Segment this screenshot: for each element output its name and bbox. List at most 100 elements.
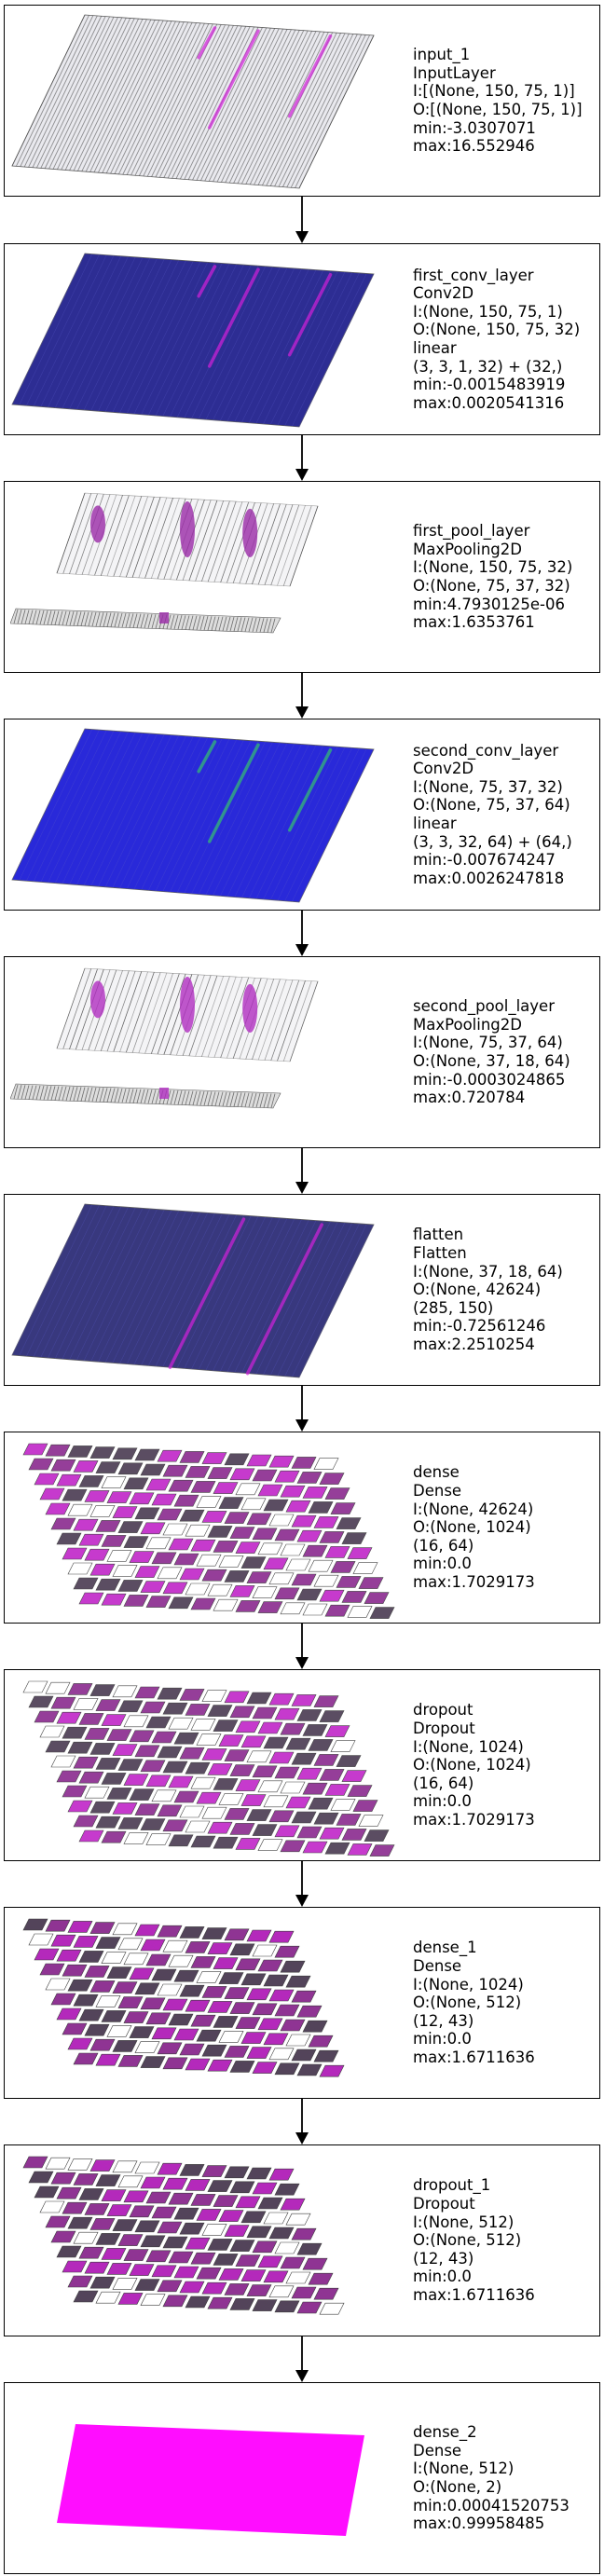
layer-box-dense-1: dense_1 Dense I:(None, 1024) O:(None, 512)(… xyxy=(4,1907,600,2099)
layer-type: Dropout xyxy=(413,2195,475,2213)
layer-detail: min:-0.0015483919 xyxy=(413,376,566,394)
flow-arrow xyxy=(295,435,309,481)
layer-detail: I:(None, 37, 18, 64) xyxy=(413,1262,563,1281)
layer-detail: max:0.99958485 xyxy=(413,2514,545,2533)
layer-detail: max:0.720784 xyxy=(413,1089,526,1107)
flow-arrow xyxy=(295,911,309,956)
layer-type: Dense xyxy=(413,1957,462,1976)
layer-box-second-conv-layer: second_conv_layer Conv2D I:(None, 75, 37, … xyxy=(4,719,600,911)
layer-name: dropout_1 xyxy=(413,2176,491,2195)
layer-detail: O:(None, 75, 37, 64) xyxy=(413,796,570,815)
flow-arrow xyxy=(295,197,309,243)
layer-name: first_pool_layer xyxy=(413,522,530,541)
layer-type: Dense xyxy=(413,1482,462,1500)
layer-detail: max:1.7029173 xyxy=(413,1810,535,1829)
layer-info: first_pool_layer MaxPooling2D I:(None, 150… xyxy=(413,482,597,672)
flow-arrow xyxy=(295,1861,309,1907)
layer-info: flatten Flatten I:(None, 37, 18, 64) O:(Non… xyxy=(413,1195,597,1385)
layer-box-dense: dense Dense I:(None, 42624) O:(None, 1024)(… xyxy=(4,1432,600,1624)
layer-detail: (12, 43) xyxy=(413,2249,474,2268)
layer-detail: O:(None, 75, 37, 32) xyxy=(413,577,570,595)
flow-arrow xyxy=(295,673,309,719)
layer-name: dense_2 xyxy=(413,2423,477,2442)
layer-detail: O:(None, 150, 75, 32) xyxy=(413,321,581,339)
layer-info: input_1 InputLayer I:[(None, 150, 75, 1)] O… xyxy=(413,6,597,196)
layer-box-dense-2: dense_2 Dense I:(None, 512) O:(None, 2) min:… xyxy=(4,2382,600,2574)
layer-detail: I:(None, 42624) xyxy=(413,1500,534,1518)
layer-type: Conv2D xyxy=(413,760,474,778)
layer-detail: max:0.0020541316 xyxy=(413,393,565,412)
feature-map-visual xyxy=(11,253,375,428)
layer-name: second_pool_layer xyxy=(413,997,555,1016)
layer-visualization xyxy=(22,1918,345,2077)
layer-visualization xyxy=(11,253,375,428)
layer-detail: max:2.2510254 xyxy=(413,1335,535,1353)
layer-name: dense xyxy=(413,1463,460,1482)
flow-arrow xyxy=(295,2099,309,2144)
layer-detail: (12, 43) xyxy=(413,2011,474,2030)
feature-map-visual xyxy=(10,967,319,1109)
layer-detail: linear xyxy=(413,815,457,832)
layer-detail: O:(None, 1024) xyxy=(413,1518,531,1537)
layer-detail: (3, 3, 32, 64) + (64,) xyxy=(413,832,572,851)
feature-map-visual xyxy=(57,2424,364,2536)
layer-detail: O:(None, 1024) xyxy=(413,1756,531,1774)
layer-detail: O:[(None, 150, 75, 1)] xyxy=(413,101,583,118)
layer-detail: min:-0.007674247 xyxy=(413,851,556,870)
layer-type: Dropout xyxy=(413,1720,475,1738)
layer-name: input_1 xyxy=(413,46,471,64)
layer-detail: I:(None, 512) xyxy=(413,2460,515,2478)
layer-detail: I:[(None, 150, 75, 1)] xyxy=(413,82,575,101)
layer-type: Flatten xyxy=(413,1244,467,1263)
layer-detail: O:(None, 512) xyxy=(413,1994,522,2012)
layer-detail: I:(None, 512) xyxy=(413,2213,515,2231)
layer-visualization xyxy=(11,1203,375,1378)
layer-box-first-conv-layer: first_conv_layer Conv2D I:(None, 150, 75, … xyxy=(4,243,600,435)
feature-map-visual xyxy=(22,1680,395,1857)
layer-type: MaxPooling2D xyxy=(413,1015,522,1034)
layer-detail: I:(None, 1024) xyxy=(413,1737,524,1756)
layer-detail: (285, 150) xyxy=(413,1298,494,1317)
layer-type: InputLayer xyxy=(413,63,496,82)
layer-visualization xyxy=(22,1443,395,1619)
layer-box-flatten: flatten Flatten I:(None, 37, 18, 64) O:(Non… xyxy=(4,1194,600,1386)
layer-detail: min:0.0 xyxy=(413,2268,472,2286)
layer-detail: I:(None, 1024) xyxy=(413,1975,524,1994)
layer-info: dropout_1 Dropout I:(None, 512) O:(None, 51… xyxy=(413,2145,597,2336)
layer-detail: max:1.6353761 xyxy=(413,613,535,632)
layer-detail: O:(None, 512) xyxy=(413,2231,522,2250)
layer-detail: min:0.00041520753 xyxy=(413,2496,570,2514)
layer-detail: max:1.7029173 xyxy=(413,1572,535,1591)
layer-detail: (3, 3, 1, 32) + (32,) xyxy=(413,357,563,376)
feature-map-visual xyxy=(10,492,319,634)
layer-detail: min:-0.0003024865 xyxy=(413,1070,566,1089)
layer-visualization xyxy=(10,492,319,634)
layer-detail: min:-0.72561246 xyxy=(413,1317,546,1336)
layer-info: dropout Dropout I:(None, 1024) O:(None, 102… xyxy=(413,1670,597,1860)
layer-detail: min:0.0 xyxy=(413,2030,472,2048)
layer-detail: (16, 64) xyxy=(413,1774,474,1792)
flow-arrow xyxy=(295,1386,309,1432)
layer-box-input-1: input_1 InputLayer I:[(None, 150, 75, 1)] O… xyxy=(4,5,600,197)
layer-detail: min:0.0 xyxy=(413,1555,472,1573)
feature-map-visual xyxy=(22,2156,345,2315)
layer-detail: I:(None, 150, 75, 1) xyxy=(413,302,563,321)
layer-detail: min:4.7930125e-06 xyxy=(413,595,566,613)
layer-visualization xyxy=(22,2156,345,2315)
flow-arrow xyxy=(295,2336,309,2382)
layer-info: dense_2 Dense I:(None, 512) O:(None, 2) min:… xyxy=(413,2383,597,2573)
layer-info: first_conv_layer Conv2D I:(None, 150, 75, … xyxy=(413,244,597,434)
feature-map-visual xyxy=(22,1918,345,2077)
layer-detail: (16, 64) xyxy=(413,1536,474,1555)
layer-detail: O:(None, 2) xyxy=(413,2478,502,2496)
layer-detail: min:-3.0307071 xyxy=(413,118,536,137)
layer-name: dense_1 xyxy=(413,1939,477,1957)
layer-type: MaxPooling2D xyxy=(413,540,522,558)
layer-name: flatten xyxy=(413,1226,464,1244)
layer-box-dropout-1: dropout_1 Dropout I:(None, 512) O:(None, 51… xyxy=(4,2144,600,2336)
layer-info: dense_1 Dense I:(None, 1024) O:(None, 512)(… xyxy=(413,1908,597,2098)
layer-name: dropout xyxy=(413,1701,474,1720)
feature-map-visual xyxy=(22,1443,395,1619)
layer-visualization xyxy=(11,728,375,903)
